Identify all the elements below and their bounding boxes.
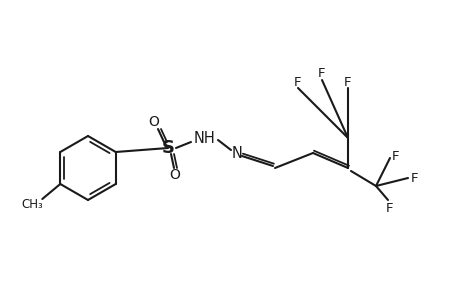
- Text: CH₃: CH₃: [22, 197, 43, 211]
- Text: S: S: [161, 139, 174, 157]
- Text: F: F: [386, 202, 393, 214]
- Text: F: F: [343, 76, 351, 88]
- Text: F: F: [294, 76, 301, 88]
- Text: NH: NH: [194, 130, 215, 146]
- Text: O: O: [169, 168, 180, 182]
- Text: F: F: [392, 149, 399, 163]
- Text: F: F: [318, 67, 325, 80]
- Text: O: O: [148, 115, 159, 129]
- Text: F: F: [410, 172, 418, 184]
- Text: N: N: [231, 146, 242, 160]
